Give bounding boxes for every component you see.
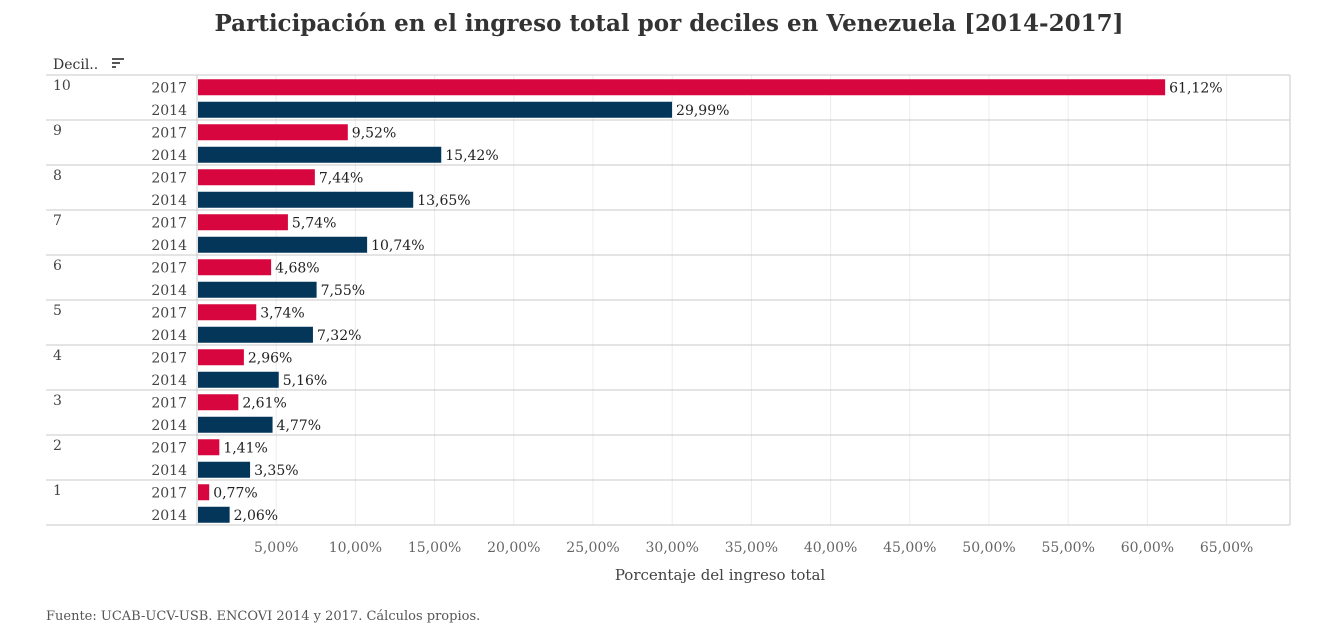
decile-label: 4: [53, 348, 62, 364]
bar-2014-decile-3: [198, 416, 273, 433]
x-axis-title: Porcentaje del ingreso total: [615, 566, 826, 584]
year-label: 2017: [151, 350, 187, 366]
decile-label: 2: [53, 438, 62, 454]
year-label: 2017: [151, 485, 187, 501]
bar-2014-decile-2: [198, 461, 251, 478]
data-label: 7,55%: [321, 283, 365, 299]
decile-label: 3: [53, 393, 62, 409]
decile-label: 7: [53, 213, 62, 229]
bar-2017-decile-5: [198, 304, 257, 321]
decile-label: 9: [53, 123, 62, 139]
year-label: 2014: [151, 508, 187, 524]
data-label: 61,12%: [1169, 80, 1222, 96]
bar-2017-decile-2: [198, 439, 220, 456]
bar-2017-decile-6: [198, 259, 272, 276]
year-label: 2017: [151, 395, 187, 411]
bar-2014-decile-10: [198, 101, 673, 118]
year-label: 2017: [151, 125, 187, 141]
sort-descending-icon[interactable]: [111, 57, 125, 71]
decile-label: 1: [53, 483, 62, 499]
data-label: 3,74%: [260, 305, 304, 321]
bar-chart: 10 2017 61,12% 2014 29,99% 9 2017 9,52% 2014 15,4…: [46, 74, 1291, 584]
data-label: 5,74%: [292, 215, 336, 231]
year-label: 2017: [151, 305, 187, 321]
year-label: 2014: [151, 193, 187, 209]
data-label: 2,06%: [234, 508, 278, 524]
year-label: 2017: [151, 215, 187, 231]
x-tick-label: 10,00%: [329, 540, 382, 556]
source-footnote: Fuente: UCAB-UCV-USB. ENCOVI 2014 y 2017…: [46, 609, 481, 624]
x-tick-label: 5,00%: [254, 540, 298, 556]
data-label: 2,61%: [242, 395, 286, 411]
bar-2017-decile-1: [198, 484, 210, 501]
data-label: 29,99%: [676, 103, 729, 119]
bar-2014-decile-4: [198, 371, 279, 388]
data-label: 13,65%: [417, 193, 470, 209]
data-label: 10,74%: [371, 238, 424, 254]
decile-label: 10: [53, 78, 71, 94]
year-label: 2014: [151, 328, 187, 344]
year-label: 2014: [151, 103, 187, 119]
bar-2017-decile-4: [198, 349, 244, 366]
bar-2014-decile-1: [198, 506, 230, 523]
year-label: 2014: [151, 283, 187, 299]
bar-2017-decile-7: [198, 214, 288, 231]
data-label: 0,77%: [213, 485, 257, 501]
data-label: 9,52%: [352, 125, 396, 141]
decile-column-header[interactable]: Decil..: [53, 57, 99, 73]
data-label: 1,41%: [223, 440, 267, 456]
bar-2014-decile-6: [198, 281, 317, 298]
data-label: 7,32%: [317, 328, 361, 344]
bar-2017-decile-3: [198, 394, 239, 411]
x-tick-label: 55,00%: [1042, 540, 1095, 556]
year-label: 2017: [151, 170, 187, 186]
year-label: 2014: [151, 418, 187, 434]
data-label: 15,42%: [445, 148, 498, 164]
bar-2017-decile-10: [198, 79, 1166, 96]
year-label: 2017: [151, 440, 187, 456]
data-label: 4,77%: [277, 418, 321, 434]
data-label: 2,96%: [248, 350, 292, 366]
x-tick-label: 40,00%: [804, 540, 857, 556]
x-tick-label: 20,00%: [487, 540, 540, 556]
decile-label: 6: [53, 258, 62, 274]
x-tick-label: 35,00%: [725, 540, 778, 556]
year-label: 2014: [151, 373, 187, 389]
bar-2014-decile-7: [198, 236, 368, 253]
chart-title: Participación en el ingreso total por de…: [214, 10, 1124, 37]
data-label: 7,44%: [319, 170, 363, 186]
bar-2014-decile-9: [198, 146, 442, 163]
bar-2017-decile-8: [198, 169, 315, 186]
x-tick-label: 50,00%: [962, 540, 1015, 556]
bar-2014-decile-8: [198, 191, 414, 208]
year-label: 2014: [151, 148, 187, 164]
data-label: 3,35%: [254, 463, 298, 479]
bar-2014-decile-5: [198, 326, 313, 343]
x-tick-label: 65,00%: [1200, 540, 1253, 556]
x-tick-label: 45,00%: [883, 540, 936, 556]
year-label: 2017: [151, 260, 187, 276]
year-label: 2014: [151, 238, 187, 254]
data-label: 5,16%: [283, 373, 327, 389]
data-label: 4,68%: [275, 260, 319, 276]
decile-label: 8: [53, 168, 62, 184]
x-tick-label: 60,00%: [1121, 540, 1174, 556]
x-tick-label: 30,00%: [646, 540, 699, 556]
decile-label: 5: [53, 303, 62, 319]
x-tick-label: 15,00%: [408, 540, 461, 556]
bar-2017-decile-9: [198, 124, 348, 141]
year-label: 2017: [151, 80, 187, 96]
x-tick-label: 25,00%: [566, 540, 619, 556]
year-label: 2014: [151, 463, 187, 479]
